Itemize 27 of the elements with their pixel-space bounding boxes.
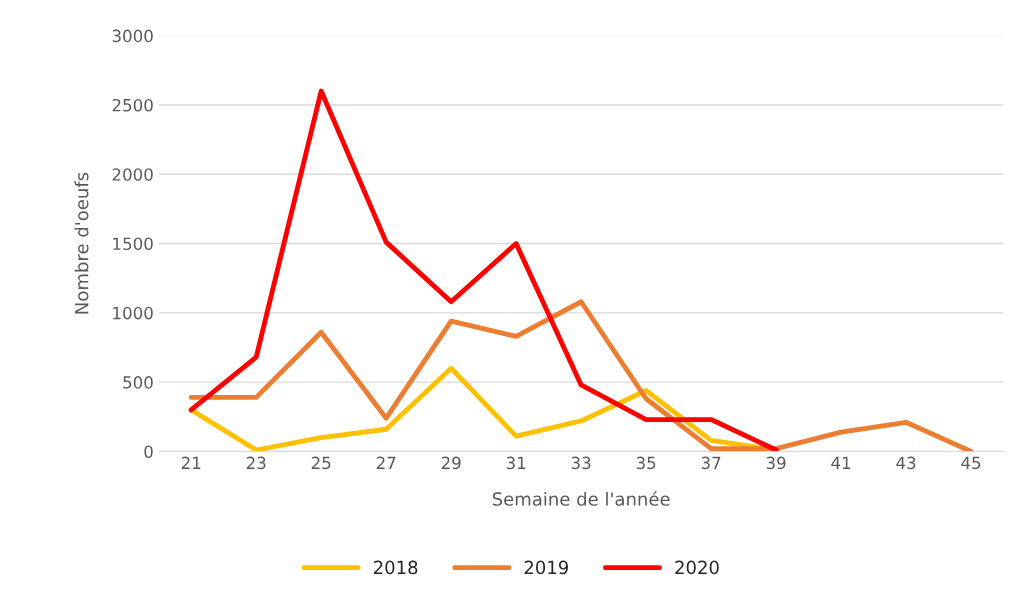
x-tick-label: 45 [961, 456, 981, 470]
line-series [188, 299, 974, 452]
y-tick-label: 500 [123, 376, 153, 389]
x-tick-label: 29 [441, 456, 461, 470]
y-tick-label: 1500 [113, 237, 153, 251]
y-tick-label: 2500 [112, 98, 153, 112]
line-series [188, 88, 779, 452]
x-tick-label: 23 [246, 456, 266, 470]
y-tick-label: 2000 [112, 168, 153, 181]
x-axis-title: Semaine de l'année [492, 491, 670, 506]
y-axis-title: Nombre d'oeufs [74, 172, 89, 314]
x-tick-label: 43 [896, 456, 916, 470]
y-tick-label: 1000 [113, 306, 153, 320]
legend-label: 2020 [675, 560, 719, 575]
x-tick-label: 35 [636, 456, 656, 470]
legend-label: 2019 [524, 560, 569, 575]
y-tick-label: 0 [144, 445, 153, 459]
y-tick-label: 3000 [112, 29, 153, 43]
x-tick-label: 27 [376, 456, 396, 469]
x-tick-label: 21 [181, 456, 201, 469]
x-tick-label: 25 [311, 456, 331, 470]
x-tick-label: 41 [831, 456, 851, 469]
x-tick-label: 31 [506, 456, 526, 470]
legend-label: 2018 [373, 560, 418, 575]
x-tick-label: 33 [571, 456, 591, 470]
x-tick-label: 37 [701, 456, 721, 470]
x-tick-label: 39 [766, 456, 786, 470]
